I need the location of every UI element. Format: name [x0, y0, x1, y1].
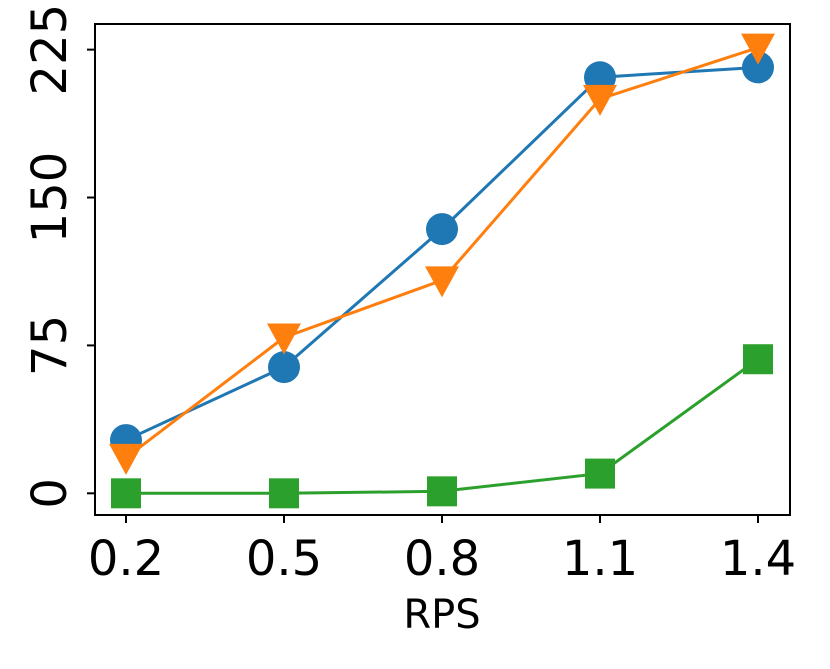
- series-3-line: [126, 357, 759, 495]
- series-2-point: [267, 323, 301, 355]
- series-2-point: [425, 266, 459, 298]
- x-tick-label: 0.2: [88, 531, 164, 587]
- series-2-point: [583, 84, 617, 116]
- y-tick-label: 150: [22, 152, 78, 244]
- series-3-point: [743, 344, 773, 375]
- series-2-point: [741, 33, 775, 65]
- x-axis-label: RPS: [403, 592, 480, 638]
- x-tick-label: 1.4: [720, 531, 796, 587]
- x-tick-label: 0.8: [404, 531, 480, 587]
- y-tick-label: 75: [22, 315, 78, 376]
- x-tick-label: 0.5: [246, 531, 322, 587]
- series-3-point: [427, 476, 457, 507]
- series-1-point: [268, 351, 300, 384]
- series-3-point: [585, 458, 615, 489]
- series-2-point: [109, 443, 143, 475]
- series-1-point: [742, 51, 774, 84]
- series-3-point: [111, 478, 141, 509]
- series-1-point: [426, 213, 458, 246]
- y-tick-label: 0: [22, 478, 78, 509]
- series-3-point: [269, 478, 299, 509]
- y-tick-label: 225: [22, 4, 78, 96]
- x-tick-label: 1.1: [562, 531, 638, 587]
- series-layer: [109, 33, 775, 509]
- ticks-layer: 0.2 0.5 0.8 1.1 1.4 0 75 150 225: [22, 4, 796, 587]
